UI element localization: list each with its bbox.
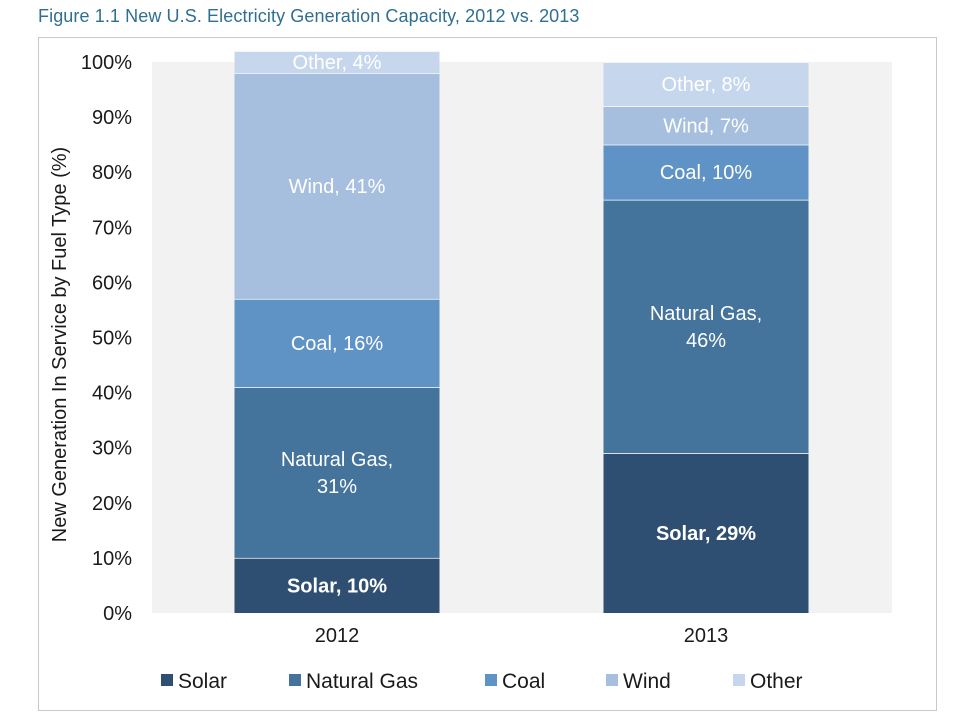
data-label: Other, 4% bbox=[293, 52, 382, 74]
x-tick-label: 2012 bbox=[315, 625, 360, 647]
y-tick-label: 60% bbox=[92, 272, 132, 294]
data-label: Other, 8% bbox=[662, 74, 751, 96]
y-tick-label: 10% bbox=[92, 548, 132, 570]
bar-segment-coal-2013 bbox=[603, 144, 809, 200]
figure-frame bbox=[38, 37, 937, 711]
bar-segment-natural-gas-2013 bbox=[603, 199, 809, 454]
y-axis-label: New Generation In Service by Fuel Type (… bbox=[49, 147, 71, 542]
figure-title: Figure 1.1 New U.S. Electricity Generati… bbox=[38, 6, 580, 26]
x-tick-label: 2013 bbox=[684, 625, 729, 647]
y-tick-label: 0% bbox=[103, 603, 132, 625]
bar-segment-solar-2012 bbox=[234, 557, 440, 613]
legend-label: Wind bbox=[623, 670, 671, 693]
y-axis-ticks: 0% 10% 20% 30% 40% 50% 60% 70% 80% 90% 100% bbox=[81, 52, 132, 625]
segment-labels: Solar, 10% Natural Gas, 31% Coal, 16% Wind, … bbox=[281, 52, 762, 597]
y-tick-label: 30% bbox=[92, 438, 132, 460]
bar-segment-wind-2013 bbox=[603, 106, 809, 145]
y-tick-label: 70% bbox=[92, 217, 132, 239]
legend-swatch-other bbox=[733, 674, 745, 686]
data-label: 31% bbox=[317, 476, 357, 498]
legend-label: Solar bbox=[178, 670, 227, 693]
bar-segment-solar-2013 bbox=[603, 453, 809, 613]
data-label: Solar, 29% bbox=[656, 523, 756, 545]
x-axis-ticks: 2012 2013 bbox=[315, 625, 729, 647]
legend-swatch-solar bbox=[161, 674, 173, 686]
data-label: Coal, 16% bbox=[291, 333, 383, 355]
data-label: Wind, 7% bbox=[663, 115, 749, 137]
legend-swatch-coal bbox=[485, 674, 497, 686]
data-label: Wind, 41% bbox=[289, 176, 386, 198]
y-tick-label: 100% bbox=[81, 52, 132, 74]
y-tick-label: 90% bbox=[92, 107, 132, 129]
bar-segment-natural-gas-2012 bbox=[234, 387, 440, 558]
data-label: Natural Gas, bbox=[650, 303, 762, 325]
legend-label: Other bbox=[750, 670, 803, 693]
y-tick-label: 80% bbox=[92, 162, 132, 184]
y-tick-label: 20% bbox=[92, 493, 132, 515]
y-tick-label: 40% bbox=[92, 383, 132, 405]
bar-segment-other-2013 bbox=[603, 62, 809, 107]
data-label: Natural Gas, bbox=[281, 449, 393, 471]
data-label: Solar, 10% bbox=[287, 575, 387, 597]
legend: Solar Natural Gas Coal Wind Other bbox=[161, 670, 803, 693]
legend-label: Natural Gas bbox=[306, 670, 418, 693]
bars bbox=[234, 50, 809, 613]
legend-swatch-natural-gas bbox=[289, 674, 301, 686]
y-tick-label: 50% bbox=[92, 328, 132, 350]
legend-label: Coal bbox=[502, 670, 545, 693]
legend-swatch-wind bbox=[606, 674, 618, 686]
data-label: 46% bbox=[686, 330, 726, 352]
bar-segment-other-2012 bbox=[234, 50, 440, 74]
bar-segment-wind-2012 bbox=[234, 73, 440, 299]
data-label: Coal, 10% bbox=[660, 162, 752, 184]
bar-segment-coal-2012 bbox=[234, 298, 440, 388]
